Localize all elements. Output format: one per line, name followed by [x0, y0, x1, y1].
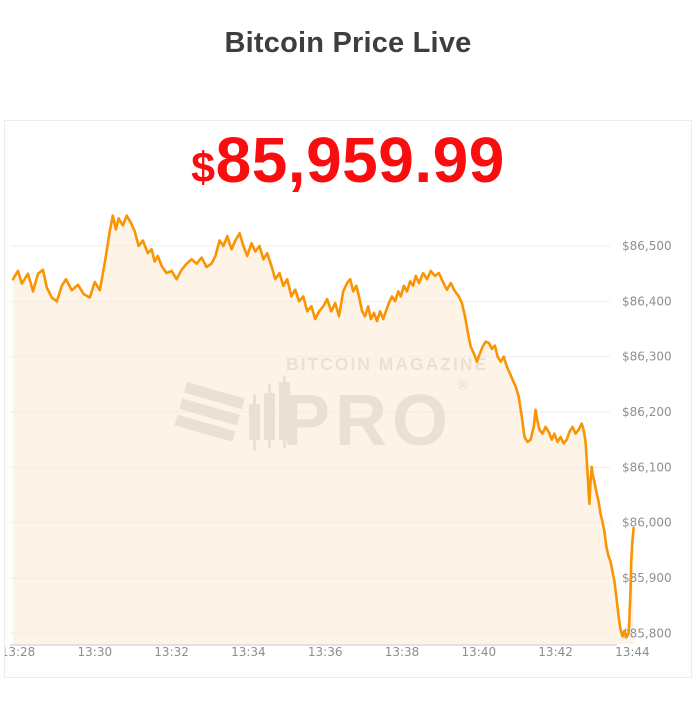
x-tick-label: 13:30 [78, 645, 113, 659]
logo-stripes [174, 382, 245, 442]
x-tick-label: 13:44 [615, 645, 650, 659]
logo-stripe [174, 414, 236, 442]
live-price: $85,959.99 [5, 122, 691, 206]
x-tick-label: 13:38 [385, 645, 420, 659]
x-tick-label: 13:36 [308, 645, 343, 659]
logo-stripe [179, 398, 240, 426]
watermark: BITCOIN MAGAZINE PRO ® [174, 354, 488, 461]
watermark-line1: BITCOIN MAGAZINE [286, 354, 488, 374]
logo-candle-body [249, 404, 260, 440]
price-widget: $85,959.99 $86,500 $86,400 $86,300 $86,200 $… [4, 120, 692, 678]
watermark-line2: PRO [282, 381, 453, 461]
y-tick-label: $86,200 [622, 405, 672, 419]
x-tick-label: 13:32 [154, 645, 189, 659]
x-tick-label: 13:34 [231, 645, 266, 659]
y-tick-label: $86,500 [622, 239, 672, 253]
y-tick-label: $85,900 [622, 571, 672, 585]
area-fill [13, 215, 634, 644]
y-axis-labels: $86,500 $86,400 $86,300 $86,200 $86,100 $86,0… [622, 239, 672, 640]
x-tick-label: 13:40 [462, 645, 497, 659]
logo-candle-body [279, 382, 290, 440]
y-tick-label: $86,400 [622, 294, 672, 308]
y-tick-label: $86,000 [622, 516, 672, 530]
price-line [11, 214, 635, 639]
currency-symbol: $ [191, 144, 216, 192]
y-tick-label: $86,300 [622, 350, 672, 364]
registered-mark: ® [457, 377, 468, 394]
y-tick-label: $85,800 [622, 626, 672, 640]
x-axis-labels: 13:28 13:30 13:32 13:34 13:36 13:38 13:40 13:42… [5, 645, 650, 659]
logo-candle-body [264, 393, 275, 440]
logo-stripe [183, 382, 245, 410]
price-amount: 85,959.99 [215, 124, 505, 196]
bitcoin-magazine-pro-logo-icon [174, 376, 290, 450]
x-tick-label: 13:28 [5, 645, 35, 659]
price-chart[interactable]: $86,500 $86,400 $86,300 $86,200 $86,100 $86,0… [5, 194, 691, 676]
page-title: Bitcoin Price Live [224, 27, 472, 59]
x-tick-label: 13:42 [538, 645, 573, 659]
y-tick-label: $86,100 [622, 460, 672, 474]
gridlines [10, 245, 610, 634]
